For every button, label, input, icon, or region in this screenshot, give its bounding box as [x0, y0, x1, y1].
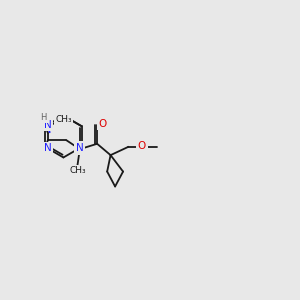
Text: N: N [44, 120, 52, 130]
Text: CH₃: CH₃ [55, 115, 72, 124]
Text: N: N [76, 143, 84, 153]
Text: O: O [98, 119, 106, 129]
Text: H: H [40, 113, 47, 122]
Text: N: N [44, 143, 52, 153]
Text: CH₃: CH₃ [70, 167, 86, 176]
Text: O: O [138, 141, 146, 151]
